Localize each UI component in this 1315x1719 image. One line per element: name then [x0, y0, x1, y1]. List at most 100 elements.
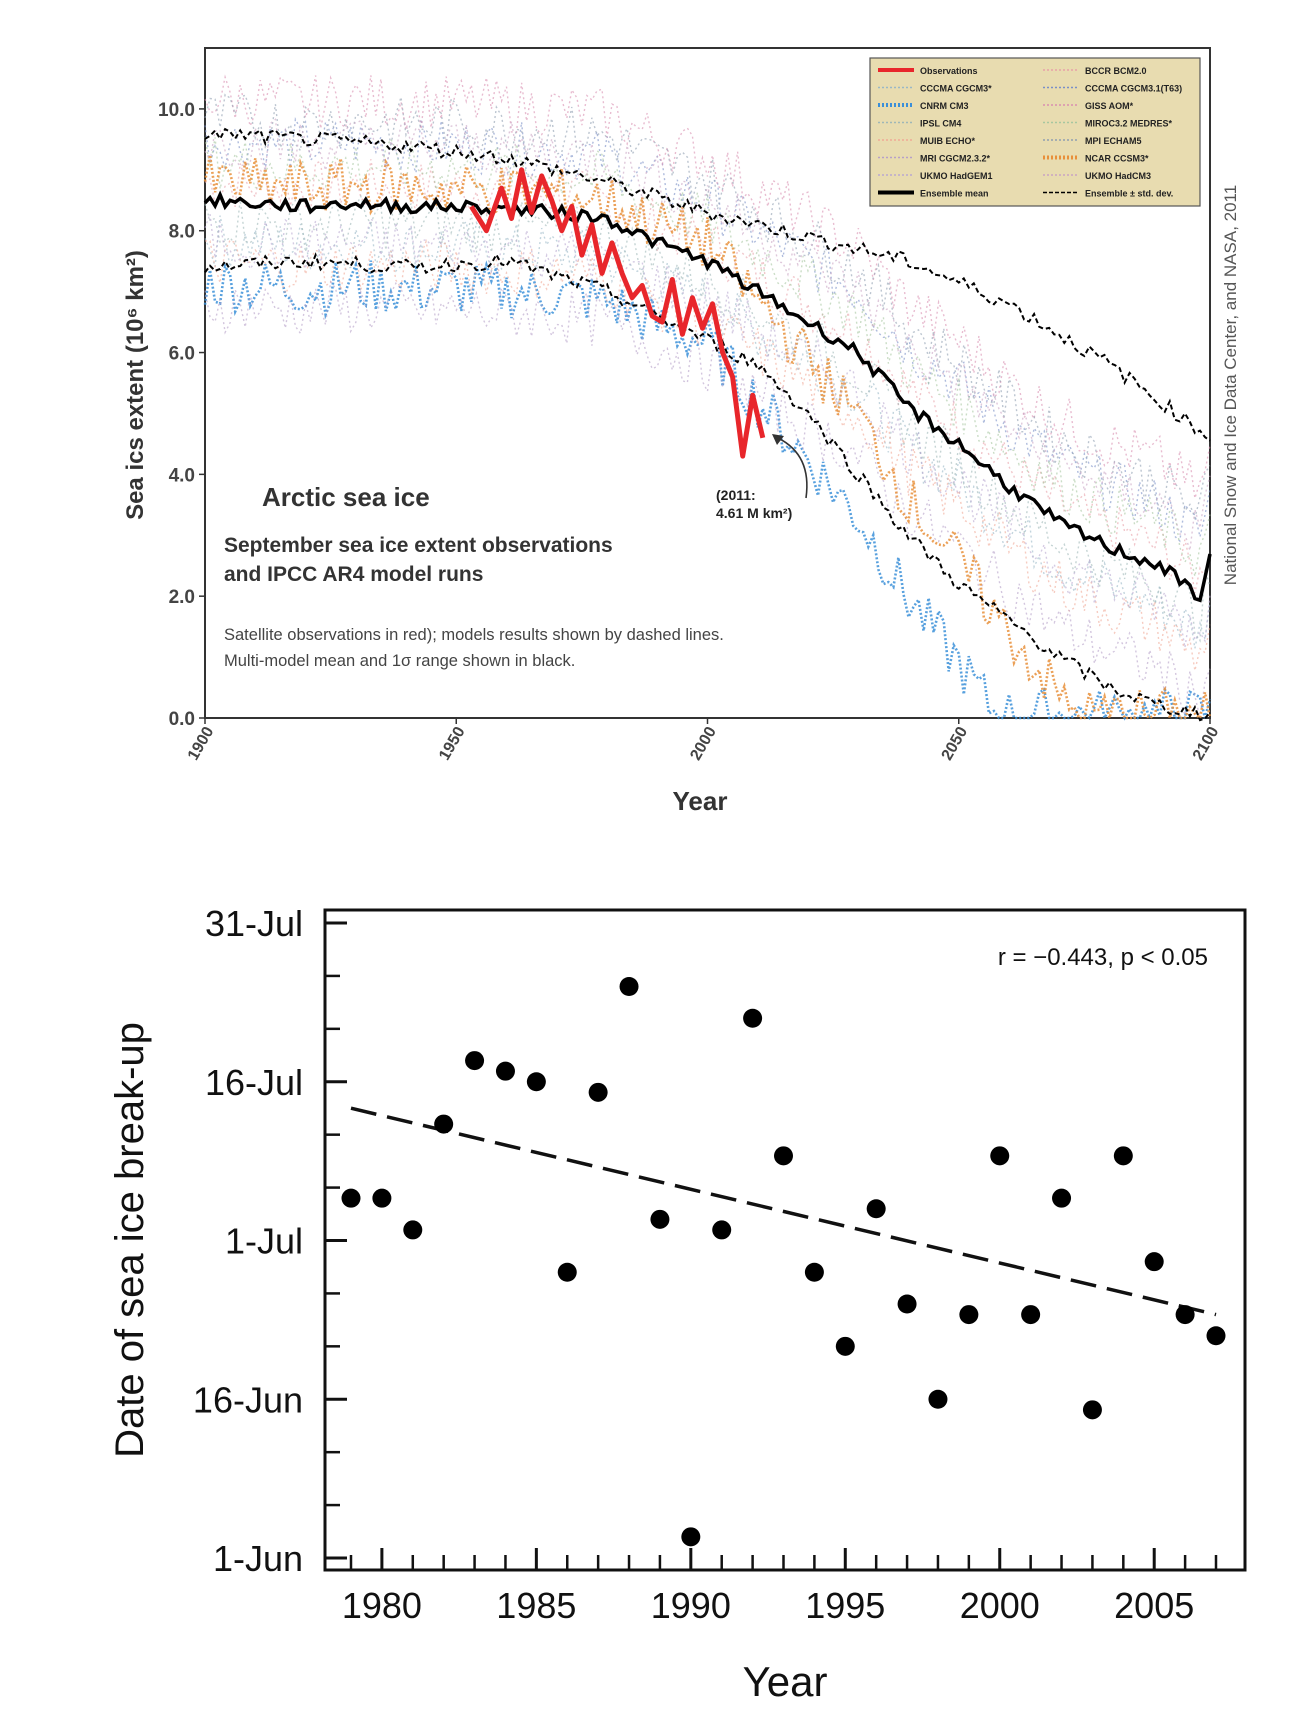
- y-tick-label: 0.0: [169, 709, 195, 730]
- legend-label: BCCR BCM2.0: [1085, 66, 1147, 76]
- x-tick-label: 2005: [1114, 1585, 1194, 1626]
- data-point: [990, 1146, 1010, 1166]
- x-tick-label: 1990: [651, 1585, 731, 1626]
- chart-title: Arctic sea ice: [262, 482, 430, 512]
- model-run-line: [203, 154, 1212, 721]
- x-tick-label: 2100: [1190, 724, 1223, 763]
- data-point: [897, 1294, 917, 1314]
- data-point: [1206, 1326, 1226, 1346]
- model-run-line: [204, 74, 1211, 499]
- points-group: [341, 977, 1226, 1547]
- data-point: [1144, 1252, 1164, 1272]
- model-run-line: [204, 93, 1211, 521]
- y-axis-ticks: 0.0 2.0 4.0 6.0 8.0 10.0: [158, 100, 205, 730]
- legend-label: GISS AOM*: [1085, 101, 1134, 111]
- legend-label: Observations: [920, 66, 978, 76]
- model-runs-group: [203, 74, 1212, 723]
- model-run-line: [204, 118, 1211, 551]
- y-tick-label: 16-Jun: [193, 1379, 303, 1420]
- chart-subtitle-line-1: September sea ice extent observations: [224, 534, 613, 557]
- data-point: [804, 1262, 824, 1282]
- x-tick-label: 1985: [496, 1585, 576, 1626]
- data-point: [1082, 1400, 1102, 1420]
- chart-subtitle-line-2: and IPCC AR4 model runs: [224, 563, 483, 586]
- legend-label: UKMO HadCM3: [1085, 171, 1151, 181]
- data-point: [434, 1114, 454, 1134]
- y-axis-title: Date of sea ice break-up: [108, 1022, 152, 1458]
- data-point: [959, 1305, 979, 1325]
- y-tick-label: 2.0: [169, 587, 195, 608]
- y-axis-title: Sea ics extent (10⁶ km²): [122, 250, 149, 520]
- arctic-sea-ice-chart: Observations BCCR BCM2.0 CCCMA CGCM3* CCCMA…: [122, 47, 1240, 816]
- legend-label: MIROC3.2 MEDRES*: [1085, 119, 1173, 129]
- model-run-line: [204, 280, 1211, 719]
- data-point: [928, 1389, 948, 1409]
- model-run-line: [204, 238, 1211, 671]
- x-tick-label: 1950: [436, 724, 469, 763]
- y-tick-label: 8.0: [169, 222, 195, 243]
- annotation-2011-line-2: 4.61 M km²): [716, 505, 792, 521]
- annotation-arrow: [777, 437, 808, 499]
- break-up-date-chart: 1-Jun 16-Jun 1-Jul 16-Jul 31-Jul 1980 1985 199…: [108, 903, 1247, 1705]
- data-point: [465, 1051, 485, 1071]
- model-run-line: [204, 116, 1211, 543]
- data-point: [681, 1527, 701, 1547]
- trend-line: [350, 1106, 1217, 1317]
- data-point: [372, 1188, 392, 1208]
- legend-label: MUIB ECHO*: [920, 136, 975, 146]
- model-run-line: [203, 260, 1212, 723]
- trend-line-group: [350, 1106, 1217, 1317]
- data-point: [1052, 1188, 1072, 1208]
- data-point: [743, 1008, 763, 1028]
- y-tick-label: 1-Jun: [213, 1538, 303, 1579]
- data-point: [774, 1146, 793, 1166]
- x-tick-label: 2050: [939, 724, 972, 763]
- y-tick-label: 1-Jul: [225, 1221, 303, 1262]
- data-point: [526, 1072, 546, 1092]
- x-tick-label: 2000: [687, 724, 720, 763]
- chart2-plot-frame: [323, 908, 1247, 1572]
- x-axis-title: Year: [673, 786, 728, 816]
- data-point: [619, 977, 639, 996]
- legend-label: MRI CGCM2.3.2*: [920, 154, 991, 164]
- x-tick-label: 1980: [342, 1585, 422, 1626]
- data-point: [712, 1220, 732, 1240]
- legend-label: CCCMA CGCM3*: [920, 84, 992, 94]
- chart-note-line-1: Satellite observations in red); models r…: [224, 626, 724, 644]
- legend-label: MPI ECHAM5: [1085, 136, 1142, 146]
- data-point: [557, 1262, 577, 1282]
- model-run-line: [204, 213, 1211, 648]
- ensemble-mean-line: [203, 190, 1212, 603]
- data-point: [1175, 1305, 1195, 1325]
- legend: Observations BCCR BCM2.0 CCCMA CGCM3* CCCMA…: [869, 57, 1201, 207]
- data-point: [835, 1336, 855, 1356]
- x-tick-label: 1995: [805, 1585, 885, 1626]
- y-tick-label: 10.0: [158, 100, 195, 121]
- chart-note-line-2: Multi-model mean and 1σ range shown in b…: [224, 652, 575, 670]
- data-point: [341, 1188, 361, 1208]
- data-point: [650, 1209, 670, 1229]
- y-axis-ticks: 1-Jun 16-Jun 1-Jul 16-Jul 31-Jul: [193, 903, 347, 1579]
- ensemble-plus-std-line: [204, 127, 1211, 442]
- legend-label: CCCMA CGCM3.1(T63): [1085, 84, 1182, 94]
- y-tick-label: 31-Jul: [205, 903, 303, 944]
- legend-label: NCAR CCSM3*: [1085, 154, 1149, 164]
- legend-label: CNRM CM3: [920, 101, 969, 111]
- x-tick-label: 2000: [960, 1585, 1040, 1626]
- data-point: [1113, 1146, 1133, 1166]
- x-axis-ticks: 1980 1985 1990 1995 2000 2005: [342, 1548, 1218, 1626]
- observations-line: [469, 167, 766, 459]
- data-point: [403, 1220, 423, 1240]
- credit-text: National Snow and Ice Data Center, and N…: [1221, 185, 1240, 585]
- annotation-2011-line-1: (2011:: [716, 487, 756, 503]
- legend-label: Ensemble mean: [920, 189, 989, 199]
- legend-label: Ensemble ± std. dev.: [1085, 189, 1173, 199]
- legend-box: [869, 57, 1201, 207]
- y-tick-label: 6.0: [169, 344, 195, 365]
- x-axis-ticks: 1900 1950 2000 2050 2100: [185, 718, 1223, 763]
- legend-label: UKMO HadGEM1: [920, 171, 993, 181]
- model-run-line: [204, 136, 1211, 577]
- y-tick-label: 4.0: [169, 465, 195, 486]
- data-point: [588, 1082, 608, 1102]
- ensemble-minus-std-line: [204, 252, 1211, 722]
